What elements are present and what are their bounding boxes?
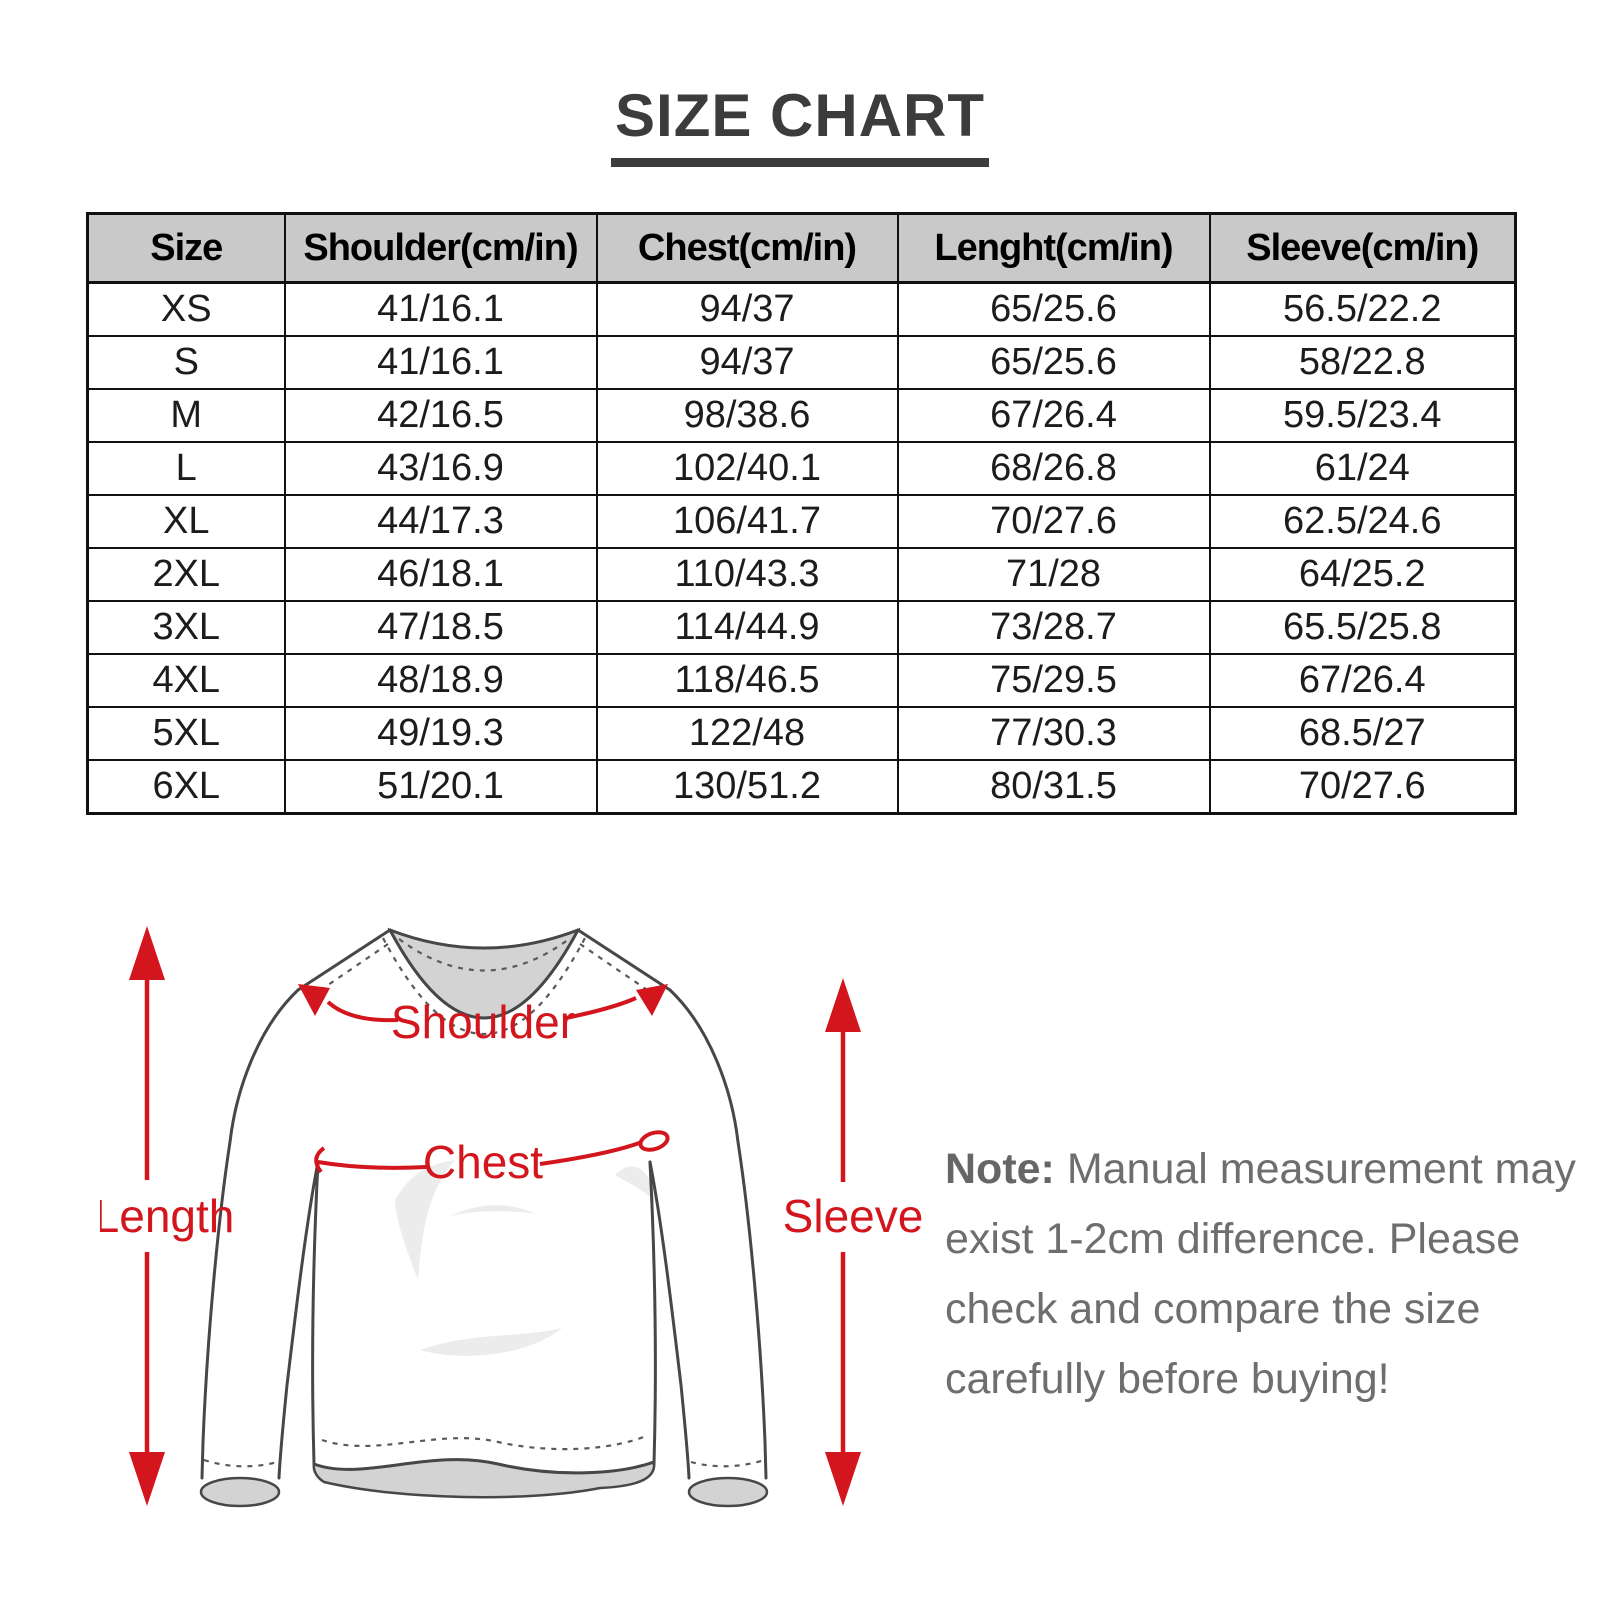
size-cell: 5XL — [86, 706, 286, 761]
chest-lines — [314, 1130, 670, 1174]
chest-label: Chest — [423, 1136, 543, 1188]
measurement-cell: 47/18.5 — [283, 600, 598, 655]
hem-band — [312, 1458, 656, 1499]
table-row: 6XL 51/20.1 130/51.2 80/31.5 70/27.6 — [86, 759, 1517, 815]
measurement-cell: 58/22.8 — [1208, 335, 1517, 390]
measurement-cell: 71/28 — [896, 547, 1211, 602]
page-title: SIZE CHART — [611, 86, 989, 167]
measurement-cell: 56.5/22.2 — [1208, 281, 1517, 337]
note-line: check and compare the size — [945, 1285, 1481, 1333]
measurement-cell: 118/46.5 — [595, 653, 899, 708]
measurement-cell: 114/44.9 — [595, 600, 899, 655]
shoulder-label: Shoulder — [391, 996, 575, 1048]
size-cell: L — [86, 441, 286, 496]
table-row: 5XL 49/19.3 122/48 77/30.3 68.5/27 — [86, 706, 1517, 761]
title-wrap: SIZE CHART — [0, 86, 1600, 167]
sleeve-label: Sleeve — [783, 1190, 924, 1242]
measurement-cell: 70/27.6 — [896, 494, 1211, 549]
measurement-cell: 98/38.6 — [595, 388, 899, 443]
shoulder-arrowhead-left-icon — [298, 984, 330, 1016]
measurement-cell: 73/28.7 — [896, 600, 1211, 655]
table-row: 2XL 46/18.1 110/43.3 71/28 64/25.2 — [86, 547, 1517, 602]
shirt-measure-diagram: Length Sleeve Shoulder — [100, 926, 923, 1508]
note-label: Note: — [945, 1145, 1055, 1193]
measurement-cell: 67/26.4 — [1208, 653, 1517, 708]
size-cell: M — [86, 388, 286, 443]
table-row: 3XL 47/18.5 114/44.9 73/28.7 65.5/25.8 — [86, 600, 1517, 655]
measurement-cell: 49/19.3 — [283, 706, 598, 761]
table-header-row: Size Shoulder(cm/in) Chest(cm/in) Lenght(cm… — [86, 212, 1517, 284]
left-cuff — [199, 1476, 281, 1508]
column-header: Size — [86, 212, 286, 284]
measurement-cell: 43/16.9 — [283, 441, 598, 496]
size-cell: XS — [86, 281, 286, 337]
measurement-cell: 75/29.5 — [896, 653, 1211, 708]
table-row: L 43/16.9 102/40.1 68/26.8 61/24 — [86, 441, 1517, 496]
measurement-cell: 62.5/24.6 — [1208, 494, 1517, 549]
right-cuff — [687, 1476, 769, 1508]
measurement-cell: 42/16.5 — [283, 388, 598, 443]
note-line: exist 1-2cm difference. Please — [945, 1215, 1521, 1263]
measurement-cell: 94/37 — [595, 281, 899, 337]
measurement-cell: 41/16.1 — [283, 335, 598, 390]
table-row: M 42/16.5 98/38.6 67/26.4 59.5/23.4 — [86, 388, 1517, 443]
shirt-outline — [200, 928, 768, 1480]
table-body: XS 41/16.1 94/37 65/25.6 56.5/22.2 S 41/16.1 94… — [86, 281, 1517, 815]
shirt-seams — [203, 937, 765, 1468]
measurement-cell: 106/41.7 — [595, 494, 899, 549]
size-cell: S — [86, 335, 286, 390]
measurement-cell: 64/25.2 — [1208, 547, 1517, 602]
measurement-cell: 68/26.8 — [896, 441, 1211, 496]
measurement-cell: 65/25.6 — [896, 335, 1211, 390]
measurement-cell: 48/18.9 — [283, 653, 598, 708]
sleeve-arrowhead-down-icon — [825, 1452, 861, 1506]
length-label: Length — [100, 1190, 234, 1242]
measurement-cell: 70/27.6 — [1208, 759, 1517, 815]
measurement-cell: 68.5/27 — [1208, 706, 1517, 761]
measurement-cell: 122/48 — [595, 706, 899, 761]
measurement-cell: 130/51.2 — [595, 759, 899, 815]
measurement-cell: 44/17.3 — [283, 494, 598, 549]
shoulder-lines — [326, 996, 637, 1023]
measurement-cell: 41/16.1 — [283, 281, 598, 337]
measurement-cell: 59.5/23.4 — [1208, 388, 1517, 443]
column-header: Sleeve(cm/in) — [1208, 212, 1517, 284]
size-table: Size Shoulder(cm/in) Chest(cm/in) Lenght(cm… — [86, 212, 1517, 815]
measurement-cell: 80/31.5 — [896, 759, 1211, 815]
measure-annotations: Length Sleeve Shoulder — [100, 926, 923, 1506]
measurement-cell: 110/43.3 — [595, 547, 899, 602]
shoulder-arrowhead-right-icon — [636, 984, 668, 1016]
measurement-cell: 61/24 — [1208, 441, 1517, 496]
length-arrowhead-up-icon — [129, 926, 165, 980]
table-row: XL 44/17.3 106/41.7 70/27.6 62.5/24.6 — [86, 494, 1517, 549]
column-header: Chest(cm/in) — [595, 212, 899, 284]
measurement-cell: 77/30.3 — [896, 706, 1211, 761]
table-row: S 41/16.1 94/37 65/25.6 58/22.8 — [86, 335, 1517, 390]
sleeve-arrowhead-up-icon — [825, 978, 861, 1032]
measurement-cell: 46/18.1 — [283, 547, 598, 602]
measurement-cell: 65/25.6 — [896, 281, 1211, 337]
note-text: Note: Manual measurement may exist 1-2cm… — [945, 1134, 1576, 1414]
measurement-cell: 67/26.4 — [896, 388, 1211, 443]
note-line: carefully before buying! — [945, 1355, 1390, 1403]
size-cell: XL — [86, 494, 286, 549]
column-header: Lenght(cm/in) — [896, 212, 1211, 284]
length-arrowhead-down-icon — [129, 1452, 165, 1506]
shirt-shading — [395, 1160, 658, 1356]
note-line: Note: Manual measurement may — [945, 1134, 1576, 1204]
table-row: XS 41/16.1 94/37 65/25.6 56.5/22.2 — [86, 281, 1517, 337]
measurement-cell: 102/40.1 — [595, 441, 899, 496]
table-row: 4XL 48/18.9 118/46.5 75/29.5 67/26.4 — [86, 653, 1517, 708]
note-line-text: Manual measurement may — [1066, 1145, 1576, 1193]
measurement-cell: 51/20.1 — [283, 759, 598, 815]
column-header: Shoulder(cm/in) — [283, 212, 598, 284]
size-cell: 6XL — [86, 759, 286, 815]
size-cell: 3XL — [86, 600, 286, 655]
measurement-cell: 65.5/25.8 — [1208, 600, 1517, 655]
size-cell: 4XL — [86, 653, 286, 708]
measurement-cell: 94/37 — [595, 335, 899, 390]
size-cell: 2XL — [86, 547, 286, 602]
